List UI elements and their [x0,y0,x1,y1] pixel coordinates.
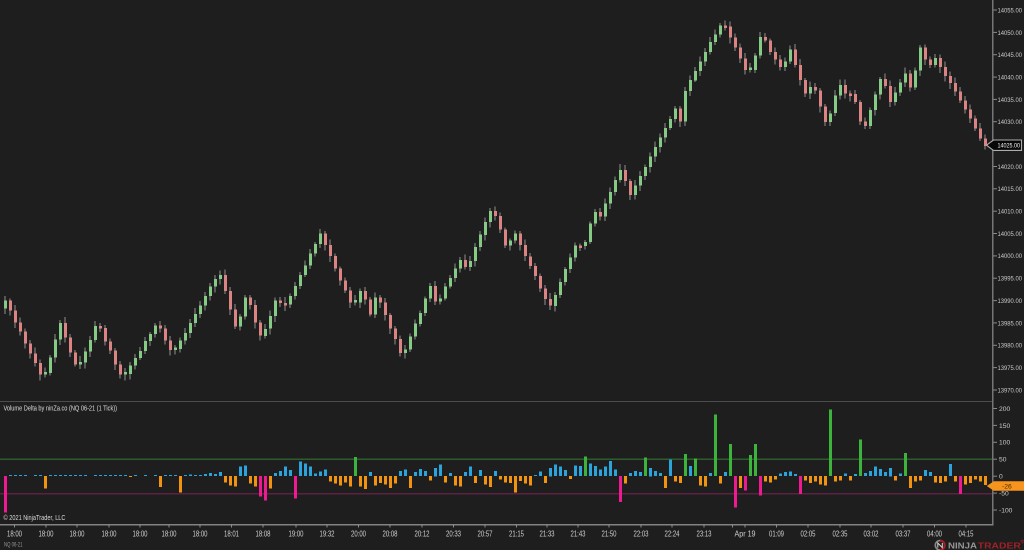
svg-text:03:37: 03:37 [896,530,911,539]
svg-text:13995.00: 13995.00 [998,276,1023,283]
svg-text:-26: -26 [1002,484,1012,491]
svg-text:14025.00: 14025.00 [998,143,1021,150]
svg-text:20:57: 20:57 [478,530,493,539]
svg-text:150: 150 [999,423,1010,430]
svg-text:21:33: 21:33 [540,530,555,539]
svg-text:14005.00: 14005.00 [998,231,1023,238]
svg-text:22:03: 22:03 [634,530,649,539]
svg-text:© 2021 NinjaTrader, LLC: © 2021 NinjaTrader, LLC [4,513,66,522]
svg-text:18:00: 18:00 [193,530,208,539]
svg-text:0: 0 [999,474,1003,481]
svg-text:20:00: 20:00 [351,530,366,539]
svg-text:19:00: 19:00 [289,530,304,539]
svg-text:20:33: 20:33 [446,530,461,539]
svg-text:100: 100 [999,440,1010,447]
svg-text:21:50: 21:50 [602,530,617,539]
svg-text:-50: -50 [999,491,1009,498]
svg-text:13990.00: 13990.00 [998,298,1023,305]
svg-text:200: 200 [999,406,1010,413]
svg-text:02:05: 02:05 [801,530,816,539]
svg-text:14010.00: 14010.00 [998,209,1023,216]
svg-text:®: ® [1021,539,1024,546]
svg-text:04:00: 04:00 [927,530,942,539]
svg-text:14030.00: 14030.00 [998,119,1023,126]
svg-text:13970.00: 13970.00 [998,387,1023,394]
svg-text:19:32: 19:32 [320,530,335,539]
svg-text:23:13: 23:13 [697,530,712,539]
svg-text:02:35: 02:35 [833,530,848,539]
svg-text:14055.00: 14055.00 [998,7,1023,14]
svg-text:14015.00: 14015.00 [998,186,1023,193]
svg-text:TRADER: TRADER [978,541,1021,550]
svg-text:03:02: 03:02 [864,530,879,539]
svg-text:13985.00: 13985.00 [998,320,1023,327]
svg-text:Volume Delta by ninZa.co (NQ 0: Volume Delta by ninZa.co (NQ 06-21 (1 Ti… [4,406,118,413]
svg-text:18:00: 18:00 [102,530,117,539]
svg-text:NQ 06-21: NQ 06-21 [4,542,23,549]
svg-text:18:08: 18:08 [256,530,271,539]
svg-text:18:00: 18:00 [7,530,22,539]
svg-text:14035.00: 14035.00 [998,97,1023,104]
svg-text:13980.00: 13980.00 [998,343,1023,350]
svg-text:20:12: 20:12 [415,530,430,539]
svg-text:14020.00: 14020.00 [998,164,1023,171]
svg-text:14045.00: 14045.00 [998,52,1023,59]
svg-text:14050.00: 14050.00 [998,30,1023,37]
svg-text:22:24: 22:24 [665,530,680,539]
svg-text:-100: -100 [999,507,1013,514]
svg-text:14040.00: 14040.00 [998,75,1023,82]
svg-text:18:00: 18:00 [70,530,85,539]
svg-text:18:01: 18:01 [224,530,239,539]
svg-text:NINJA: NINJA [948,541,977,550]
svg-text:04:15: 04:15 [959,530,974,539]
svg-text:20:08: 20:08 [383,530,398,539]
svg-text:13975.00: 13975.00 [998,365,1023,372]
svg-text:18:00: 18:00 [133,530,148,539]
svg-text:21:15: 21:15 [509,530,524,539]
svg-text:01:09: 01:09 [769,530,784,539]
svg-text:21:43: 21:43 [571,530,586,539]
svg-text:14000.00: 14000.00 [998,253,1023,260]
svg-text:18:00: 18:00 [39,530,54,539]
svg-text:18:00: 18:00 [162,530,177,539]
svg-text:Apr 19: Apr 19 [735,530,756,539]
svg-text:50: 50 [999,457,1007,464]
